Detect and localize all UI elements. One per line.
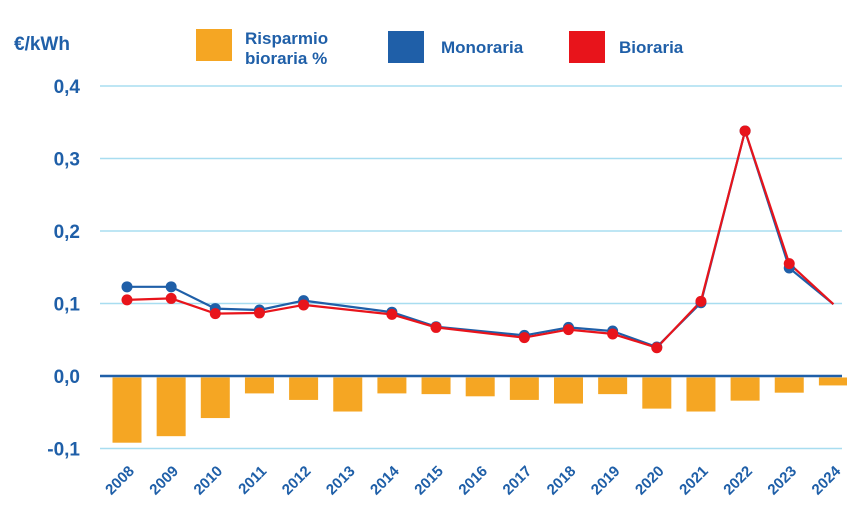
grid-layer <box>100 85 842 450</box>
legend-label: Risparmio bioraria % <box>245 29 328 68</box>
point-bioraria-2022 <box>739 125 751 137</box>
x-tick-label: 2012 <box>279 463 315 499</box>
point-monoraria-2009 <box>165 281 177 293</box>
bar-2018 <box>554 377 583 404</box>
bar-2012 <box>289 377 319 400</box>
bar-2009 <box>156 377 186 437</box>
bar-2014 <box>377 377 407 394</box>
bar-2024 <box>818 377 847 386</box>
point-bioraria-2011 <box>253 307 265 319</box>
x-tick-label: 2022 <box>720 463 756 499</box>
point-bioraria-2015 <box>430 321 442 333</box>
bar-2017 <box>509 377 539 400</box>
x-tick-label: 2009 <box>146 463 182 499</box>
line-monoraria <box>127 129 835 349</box>
legend-label: Bioraria <box>619 38 684 57</box>
x-tick-label: 2024 <box>809 462 845 498</box>
bar-2013 <box>333 377 363 412</box>
x-tick-label: 2011 <box>235 463 270 498</box>
bar-2023 <box>774 377 804 393</box>
line-bioraria <box>126 129 835 349</box>
x-tick-label: 2017 <box>500 463 536 499</box>
bar-2019 <box>598 377 628 395</box>
y-tick-label: 0,1 <box>54 295 81 316</box>
y-unit-label: €/kWh <box>14 34 70 55</box>
marker-layer <box>121 125 795 354</box>
y-tick-layer: 0,4 0,3 0,2 0,1 0,0 -0,1 <box>47 77 80 461</box>
legend-swatch-bioraria <box>569 31 605 63</box>
legend-swatch-monoraria <box>388 31 424 63</box>
x-tick-label: 2018 <box>544 463 580 499</box>
line-layer <box>126 129 835 349</box>
bar-2008 <box>112 377 142 443</box>
point-bioraria-2012 <box>298 299 310 311</box>
bar-2011 <box>244 377 274 394</box>
y-tick-label: 0,4 <box>54 77 81 98</box>
bar-2010 <box>200 377 230 419</box>
bar-2016 <box>465 377 495 397</box>
y-tick-label: 0,0 <box>54 367 80 388</box>
point-bioraria-2017 <box>518 332 530 344</box>
x-tick-label: 2016 <box>455 463 491 499</box>
bar-2021 <box>686 377 716 412</box>
point-bioraria-2014 <box>386 308 398 320</box>
point-bioraria-2010 <box>209 308 221 320</box>
x-tick-label: 2008 <box>102 463 138 499</box>
x-tick-layer: 2008 2009 2010 2011 2012 2013 2014 2015 2016 2017… <box>102 462 844 498</box>
x-tick-label: 2023 <box>764 463 800 499</box>
point-bioraria-2009 <box>165 292 177 304</box>
point-monoraria-2008 <box>121 281 133 293</box>
legend-label-line: Monoraria <box>441 38 524 57</box>
bar-2020 <box>642 377 672 409</box>
legend: Risparmio bioraria % Monoraria Bioraria <box>196 29 684 68</box>
legend-label-line: Risparmio <box>245 29 328 48</box>
point-bioraria-2008 <box>121 294 133 306</box>
x-tick-label: 2021 <box>676 463 712 499</box>
point-bioraria-2023 <box>783 258 795 270</box>
x-tick-label: 2014 <box>367 462 403 498</box>
bar-2015 <box>421 377 451 395</box>
y-tick-label: -0,1 <box>47 440 80 461</box>
point-bioraria-2021 <box>695 295 707 307</box>
x-tick-label: 2020 <box>632 463 668 499</box>
y-tick-label: 0,2 <box>54 222 80 243</box>
legend-swatch-risparmio <box>196 29 232 61</box>
x-tick-label: 2015 <box>411 463 447 499</box>
point-bioraria-2020 <box>651 342 663 354</box>
x-tick-label: 2019 <box>588 463 624 499</box>
point-bioraria-2018 <box>563 324 574 336</box>
point-bioraria-2019 <box>607 328 619 340</box>
legend-label: Monoraria <box>441 38 524 57</box>
legend-label-line: Bioraria <box>619 38 684 57</box>
legend-label-line: bioraria % <box>245 49 327 68</box>
bar-2022 <box>730 377 760 401</box>
x-tick-label: 2010 <box>191 463 227 499</box>
bar-layer <box>112 377 847 443</box>
x-tick-label: 2013 <box>323 463 359 499</box>
y-tick-label: 0,3 <box>54 150 80 171</box>
